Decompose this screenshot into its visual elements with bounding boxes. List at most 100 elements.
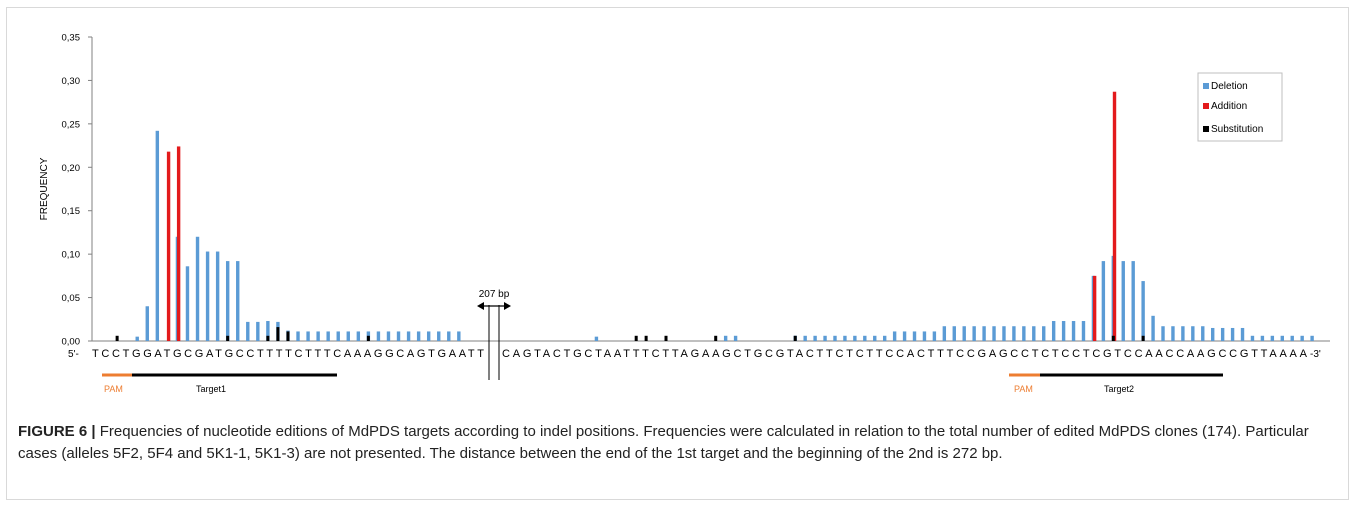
bar-deletion <box>1101 261 1106 341</box>
bar-deletion <box>135 336 139 341</box>
bar-deletion <box>1151 315 1155 341</box>
bar-deletion <box>813 335 817 341</box>
bar-deletion <box>1310 335 1314 341</box>
bar-deletion <box>236 261 240 341</box>
bar-substitution <box>1141 335 1145 341</box>
chart-legend: Deletion Addition Substitution <box>1197 72 1283 142</box>
bar-deletion <box>992 326 996 341</box>
bar-deletion <box>306 331 310 341</box>
bar-substitution <box>714 335 718 341</box>
bar-deletion <box>1250 335 1255 341</box>
bar-substitution <box>634 335 638 341</box>
bar-deletion <box>145 306 149 341</box>
bar-deletion <box>396 331 401 341</box>
bar-deletion <box>296 331 300 341</box>
bar-deletion <box>1211 327 1215 341</box>
bar-deletion <box>1012 326 1016 341</box>
y-tick-label: 0,10 <box>62 250 81 261</box>
bar-deletion <box>1022 326 1026 341</box>
y-tick-label: 0,25 <box>62 119 81 130</box>
y-tick-label: 0,00 <box>62 337 81 348</box>
bar-addition <box>166 151 171 341</box>
bar-deletion <box>155 130 160 341</box>
bar-deletion <box>982 326 986 341</box>
bar-deletion <box>1181 326 1185 341</box>
bar-deletion <box>843 335 847 341</box>
figure-caption-text: Frequencies of nucleotide editions of Md… <box>18 423 1309 462</box>
bar-substitution <box>276 327 280 341</box>
bar-deletion <box>215 251 220 341</box>
bar-deletion <box>1260 335 1265 341</box>
bar-deletion <box>457 331 461 341</box>
bar-deletion <box>972 326 976 341</box>
bar-deletion <box>1270 335 1275 341</box>
bar-deletion <box>932 331 937 341</box>
legend-label-addition: Addition <box>1211 101 1247 112</box>
legend-swatch-deletion <box>1203 83 1209 89</box>
bar-deletion <box>356 331 361 341</box>
bar-substitution <box>226 335 230 341</box>
sequence-3prime-label: -3' <box>1310 349 1321 360</box>
bar-deletion <box>1042 326 1046 341</box>
bar-deletion <box>195 236 200 341</box>
bar-deletion <box>1131 261 1135 341</box>
bar-deletion <box>246 321 250 341</box>
bar-deletion <box>1081 321 1086 341</box>
bar-deletion <box>1071 321 1076 341</box>
bar-deletion <box>1002 326 1006 341</box>
bar-group <box>115 91 1314 341</box>
bar-deletion <box>882 335 887 341</box>
figure-frame <box>6 7 1349 500</box>
bar-deletion <box>942 326 947 341</box>
y-tick-group: 0,00 0,05 0,10 0,15 0,20 0,25 0,30 0,35 <box>62 33 92 348</box>
y-tick-label: 0,35 <box>62 33 81 44</box>
pam2-label: PAM <box>1014 384 1033 394</box>
bar-substitution <box>286 331 290 341</box>
bar-deletion <box>1240 327 1245 341</box>
bar-deletion <box>416 331 421 341</box>
bar-deletion <box>594 336 599 341</box>
sequence-segment-1: TCCTGGATGCGATGCCTTTTCTTTCAAAGGCAGTGAATT <box>92 348 484 360</box>
legend-swatch-substitution <box>1203 126 1209 132</box>
sequence-5prime-label: 5'- <box>68 349 79 360</box>
bar-deletion <box>316 331 320 341</box>
sequence-segment-2: CAGTACTGCTAATTTCTTAGAAGCTGCGTACTTCTCTTCC… <box>502 348 1308 360</box>
bar-deletion <box>1300 335 1304 341</box>
bar-deletion <box>1051 321 1056 341</box>
frequency-bar-chart: FREQUENCY 0,000,050,100,150,200,250,300,… <box>39 33 1330 394</box>
bar-deletion <box>426 331 431 341</box>
bar-substitution <box>793 335 797 341</box>
bar-deletion <box>823 335 827 341</box>
target1-label: Target1 <box>196 384 226 394</box>
bar-substitution <box>664 335 668 341</box>
bar-deletion <box>1230 327 1235 341</box>
bar-deletion <box>1290 335 1294 341</box>
bar-deletion <box>1201 326 1205 341</box>
bar-deletion <box>437 331 441 341</box>
bar-deletion <box>733 335 738 341</box>
y-tick-label: 0,30 <box>62 76 81 87</box>
y-axis-label: FREQUENCY <box>39 157 50 220</box>
legend-label-deletion: Deletion <box>1211 81 1248 92</box>
bar-addition <box>176 146 181 341</box>
bar-deletion <box>922 331 927 341</box>
gap-length-label: 207 bp <box>479 289 510 300</box>
bar-deletion <box>1061 321 1066 341</box>
bar-deletion <box>346 331 350 341</box>
bar-deletion <box>1161 326 1165 341</box>
bar-deletion <box>1191 326 1195 341</box>
bar-deletion <box>962 326 966 341</box>
legend-label-substitution: Substitution <box>1211 124 1263 135</box>
figure-caption: FIGURE 6 | Frequencies of nucleotide edi… <box>18 421 1343 465</box>
bar-deletion <box>266 321 270 341</box>
bar-deletion <box>225 261 230 341</box>
legend-swatch-addition <box>1203 103 1209 109</box>
bar-substitution <box>366 335 370 341</box>
bar-deletion <box>1141 281 1145 341</box>
bar-deletion <box>1280 335 1284 341</box>
bar-deletion <box>863 335 867 341</box>
bar-deletion <box>853 335 857 341</box>
bar-deletion <box>912 331 917 341</box>
bar-deletion <box>256 321 260 341</box>
bar-deletion <box>1220 327 1225 341</box>
